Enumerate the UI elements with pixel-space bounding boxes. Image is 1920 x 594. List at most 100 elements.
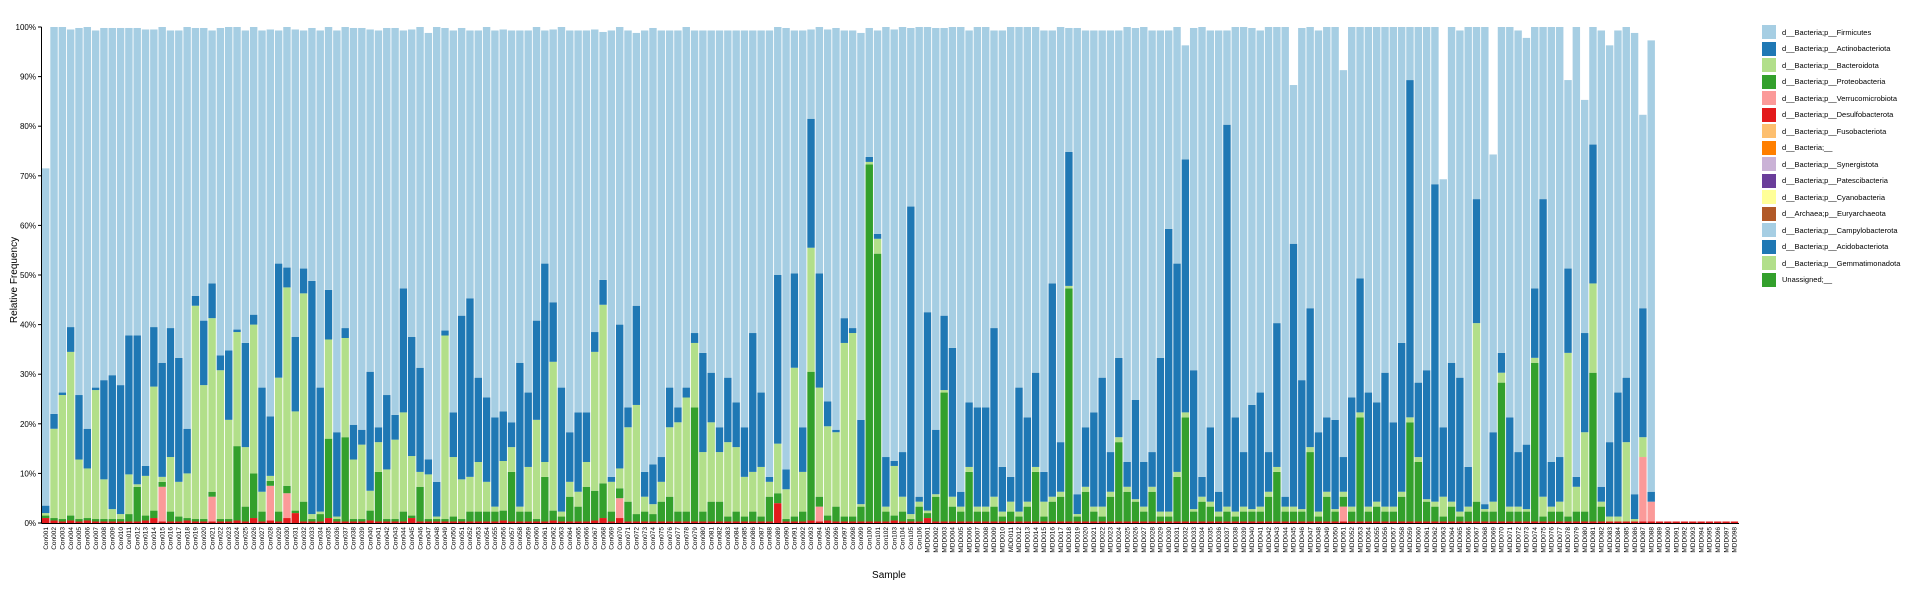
bar-segment [541,476,549,522]
bar-segment [1223,124,1231,507]
bar-segment [225,519,233,522]
x-tick-label: Con092 [800,527,807,550]
x-tick-label: Con083 [725,527,732,550]
bar-segment [1123,27,1131,462]
x-tick-label: MDD075 [1540,527,1547,553]
bar-segment [1065,521,1073,523]
bar-segment [1547,506,1556,512]
bar-segment [75,521,83,523]
bar-segment [965,521,973,523]
bar-segment [532,419,541,520]
bar-segment [1264,491,1273,497]
bar-segment [615,324,624,469]
bar-segment [349,424,358,460]
bar-segment [657,481,665,502]
bar-segment [1206,506,1215,522]
x-tick-label: MDD049 [1324,527,1331,553]
bar-segment [790,273,799,368]
bar-segment [1206,521,1215,523]
bar-segment [1489,154,1497,433]
bar-segment [1497,382,1506,522]
x-tick-label: MDD081 [1590,527,1597,553]
x-tick-label: Con100 [866,527,873,550]
x-tick-label: Con088 [767,527,774,550]
bar-segment [166,328,175,458]
bar-segment [1323,496,1331,522]
bar-segment [1514,506,1522,512]
legend-item: d__Bacteria;p__Fusobacteriota [1762,123,1912,140]
x-tick-label: Con024 [234,527,241,550]
bar-segment [1447,506,1456,522]
x-tick-label: Con064 [567,527,574,550]
bar-segment [990,496,998,507]
bar-segment [166,30,175,329]
bar-segment [100,380,108,480]
x-tick-label: MDD088 [1648,527,1655,553]
bar-segment [324,518,333,523]
bar-segment [715,427,724,453]
bar-segment [333,30,341,433]
bar-segment [141,515,150,521]
bar-segment [882,506,890,512]
bar-segment [91,390,100,520]
bar-segment [757,392,765,467]
bar-segment [1173,263,1181,472]
bar-segment [1597,521,1605,523]
bar-segment [973,27,982,408]
bar-segment [66,29,75,328]
bar-segment [341,27,349,329]
bar-segment [125,335,133,475]
bar-segment [133,27,141,336]
x-tick-label: Con034 [317,527,324,550]
bar-segment [175,30,183,358]
bar-segment [1522,511,1531,522]
x-tick-label: Con055 [492,527,499,550]
bar-segment [1406,422,1414,522]
x-tick-label: Con050 [451,527,458,550]
bar-segment [1531,521,1539,523]
bar-segment [1264,521,1273,523]
bar-segment [1056,442,1065,492]
x-tick-label: Con046 [417,527,424,550]
bar-segment [1672,521,1680,523]
bar-segment [1031,372,1040,467]
bar-segment [965,466,973,472]
bar-segment [599,483,607,519]
bar-segment [690,407,699,522]
x-tick-label: MDD048 [1316,527,1323,553]
bar-segment [1481,509,1489,512]
bar-segment [358,521,366,523]
bar-segment [125,27,133,336]
bar-segment [907,27,915,207]
bar-segment [183,27,191,429]
bar-segment [732,447,740,512]
bar-segment [549,510,557,521]
x-tick-label: Con005 [76,527,83,550]
bar-segment [823,515,832,521]
bar-segment [1431,521,1439,523]
bar-segment [374,442,383,472]
bar-segment [1555,521,1564,523]
bar-segment [948,496,957,507]
bar-segment [58,519,67,522]
bar-segment [557,521,566,523]
bar-segment [266,475,275,481]
x-tick-label: MDD056 [1382,527,1389,553]
bar-segment [1323,491,1331,497]
bar-segment [125,514,133,522]
x-tick-label: Con096 [833,527,840,550]
bar-segment [732,402,740,448]
legend-swatch [1762,173,1776,188]
legend-item: d__Bacteria;p__Firmicutes [1762,24,1912,41]
bar-segment [1015,521,1023,523]
x-tick-label: Con073 [642,527,649,550]
bar-segment [840,342,849,517]
legend-swatch [1762,58,1776,73]
bar-segment [482,27,491,398]
bar-segment [1181,417,1190,522]
bar-segment [724,442,732,517]
bar-segment [790,521,799,523]
bar-segment [1090,521,1098,523]
bar-segment [1264,27,1273,453]
bar-segment [923,312,932,511]
